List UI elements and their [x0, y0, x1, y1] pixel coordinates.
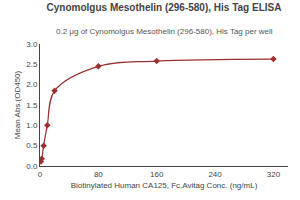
svg-text:Biotinylated Human CA125, Fc,A: Biotinylated Human CA125, Fc,Avitag Conc… [71, 181, 258, 190]
svg-text:0: 0 [38, 170, 43, 179]
svg-text:0.0: 0.0 [26, 162, 38, 171]
svg-text:Mean Abs.(OD450): Mean Abs.(OD450) [13, 70, 22, 139]
svg-text:240: 240 [208, 170, 222, 179]
svg-text:1.0: 1.0 [26, 121, 38, 130]
svg-text:80: 80 [94, 170, 103, 179]
svg-text:0.5: 0.5 [26, 141, 38, 150]
svg-text:Cynomolgus Mesothelin (296-580: Cynomolgus Mesothelin (296-580), His Tag… [47, 2, 282, 13]
svg-text:320: 320 [267, 170, 281, 179]
svg-text:3.0: 3.0 [26, 40, 38, 49]
svg-text:1.5: 1.5 [26, 101, 38, 110]
svg-text:160: 160 [150, 170, 164, 179]
svg-text:0.2 μg of Cynomolgus Mesotheli: 0.2 μg of Cynomolgus Mesothelin (296-580… [56, 27, 273, 36]
svg-text:2.5: 2.5 [26, 60, 38, 69]
svg-text:2.0: 2.0 [26, 80, 38, 89]
